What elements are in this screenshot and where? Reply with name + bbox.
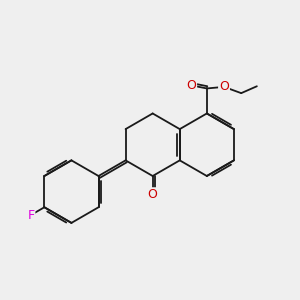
Text: O: O xyxy=(219,80,229,93)
Text: O: O xyxy=(186,79,196,92)
Text: O: O xyxy=(148,188,158,201)
Text: F: F xyxy=(27,208,34,222)
